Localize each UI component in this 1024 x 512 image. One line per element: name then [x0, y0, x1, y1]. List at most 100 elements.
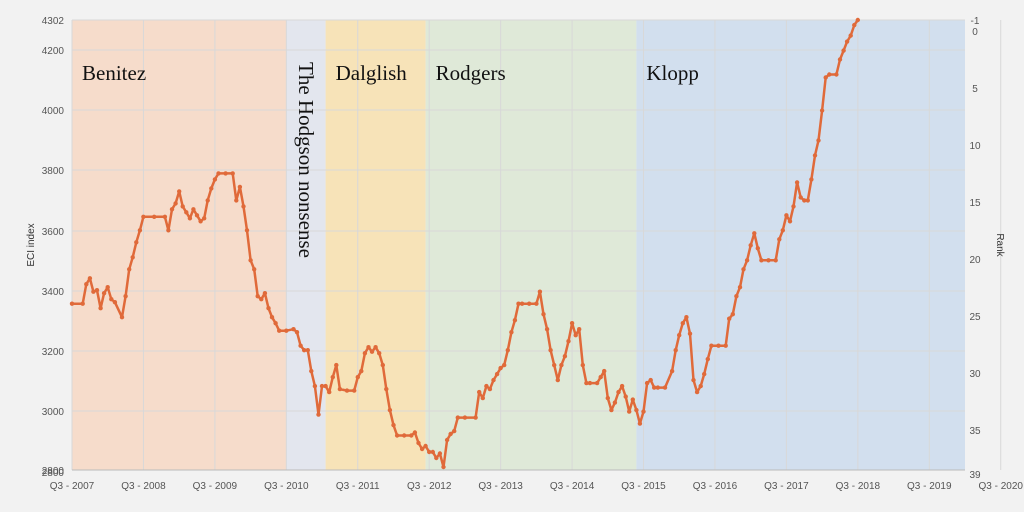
- y2-tick-label: 20: [969, 255, 981, 266]
- data-point: [473, 415, 478, 420]
- data-point: [752, 231, 757, 236]
- data-point: [809, 177, 814, 182]
- data-point: [423, 443, 428, 449]
- era-band-4: [636, 20, 965, 470]
- data-point: [444, 437, 450, 443]
- data-point: [191, 207, 196, 212]
- data-point: [169, 207, 175, 212]
- x-tick-label: Q3 - 2016: [693, 481, 738, 492]
- data-point: [612, 400, 618, 405]
- data-point: [205, 198, 210, 203]
- data-point: [248, 258, 253, 263]
- data-point: [101, 291, 107, 296]
- data-point: [498, 365, 503, 371]
- data-point: [723, 343, 728, 348]
- data-point: [180, 204, 185, 209]
- data-point: [334, 362, 339, 368]
- y2-tick-label: 30: [969, 369, 981, 380]
- data-point: [855, 17, 860, 23]
- data-point: [734, 294, 739, 299]
- data-point: [137, 228, 143, 233]
- data-point: [302, 348, 307, 353]
- x-tick-label: Q3 - 2008: [121, 481, 166, 492]
- data-point: [480, 395, 485, 401]
- data-point: [98, 306, 103, 311]
- era-band-2: [325, 20, 426, 470]
- y-tick-label: 2800: [42, 468, 65, 479]
- data-point: [337, 386, 343, 392]
- data-point: [619, 383, 625, 389]
- data-point: [84, 282, 89, 287]
- data-point: [262, 291, 268, 296]
- data-point: [462, 415, 468, 420]
- data-point: [648, 377, 653, 383]
- data-point: [441, 464, 446, 470]
- data-point: [555, 377, 560, 383]
- data-point: [391, 422, 396, 428]
- data-point: [355, 374, 360, 380]
- data-point: [416, 440, 421, 446]
- data-point: [212, 177, 218, 182]
- data-point: [819, 108, 825, 113]
- data-point: [234, 198, 239, 203]
- y-tick-label: 4200: [42, 46, 65, 57]
- era-label: Dalglish: [336, 61, 408, 85]
- data-point: [837, 57, 843, 62]
- data-point: [755, 246, 760, 251]
- data-point: [684, 315, 689, 320]
- data-point: [352, 388, 357, 393]
- axes: Q3 - 2007 Q3 - 2008 Q3 - 2009 Q3 - 2010 Q3 -…: [42, 16, 1024, 492]
- era-label: The Hodgson nonsense: [294, 62, 318, 258]
- data-point: [427, 449, 432, 455]
- data-point: [252, 267, 257, 272]
- data-point: [559, 362, 564, 368]
- data-point: [637, 421, 643, 426]
- data-point: [327, 389, 332, 395]
- x-tick-label: Q3 - 2019: [907, 481, 952, 492]
- data-point: [273, 321, 278, 326]
- data-point: [787, 219, 793, 224]
- data-point: [305, 348, 310, 353]
- data-point: [669, 368, 675, 374]
- x-tick-label: Q3 - 2015: [621, 481, 666, 492]
- data-point: [580, 362, 585, 368]
- y2-tick-label: 10: [969, 141, 981, 152]
- data-point: [119, 315, 125, 320]
- data-point: [255, 294, 260, 299]
- era-band-3: [425, 20, 637, 470]
- data-point: [627, 409, 632, 414]
- data-point: [105, 285, 110, 290]
- data-point: [552, 362, 557, 368]
- data-point: [798, 195, 803, 200]
- data-point: [491, 377, 496, 383]
- data-point: [741, 267, 746, 272]
- y2-tick-label: 5: [972, 84, 978, 95]
- data-point: [677, 333, 682, 338]
- data-point: [277, 328, 282, 333]
- data-point: [512, 318, 518, 323]
- data-point: [598, 374, 603, 380]
- data-point: [80, 301, 85, 306]
- data-point: [162, 214, 168, 219]
- y2-tick-label: 0: [972, 27, 978, 38]
- data-point: [844, 39, 850, 44]
- gridlines: [71, 19, 1002, 470]
- data-point: [577, 327, 582, 332]
- data-point: [380, 362, 385, 368]
- data-point: [527, 301, 532, 306]
- data-point: [94, 288, 100, 293]
- data-point: [291, 327, 296, 332]
- data-point: [298, 343, 303, 348]
- data-point: [362, 351, 368, 356]
- data-point: [69, 301, 75, 306]
- y2-tick-label: 15: [969, 198, 981, 209]
- y-axis-title: ECI index: [26, 223, 37, 266]
- data-point: [502, 362, 507, 368]
- data-point: [437, 451, 443, 456]
- data-point: [202, 216, 207, 221]
- data-point: [616, 389, 621, 395]
- data-point: [759, 258, 764, 263]
- data-point: [112, 300, 118, 305]
- data-point: [848, 33, 853, 38]
